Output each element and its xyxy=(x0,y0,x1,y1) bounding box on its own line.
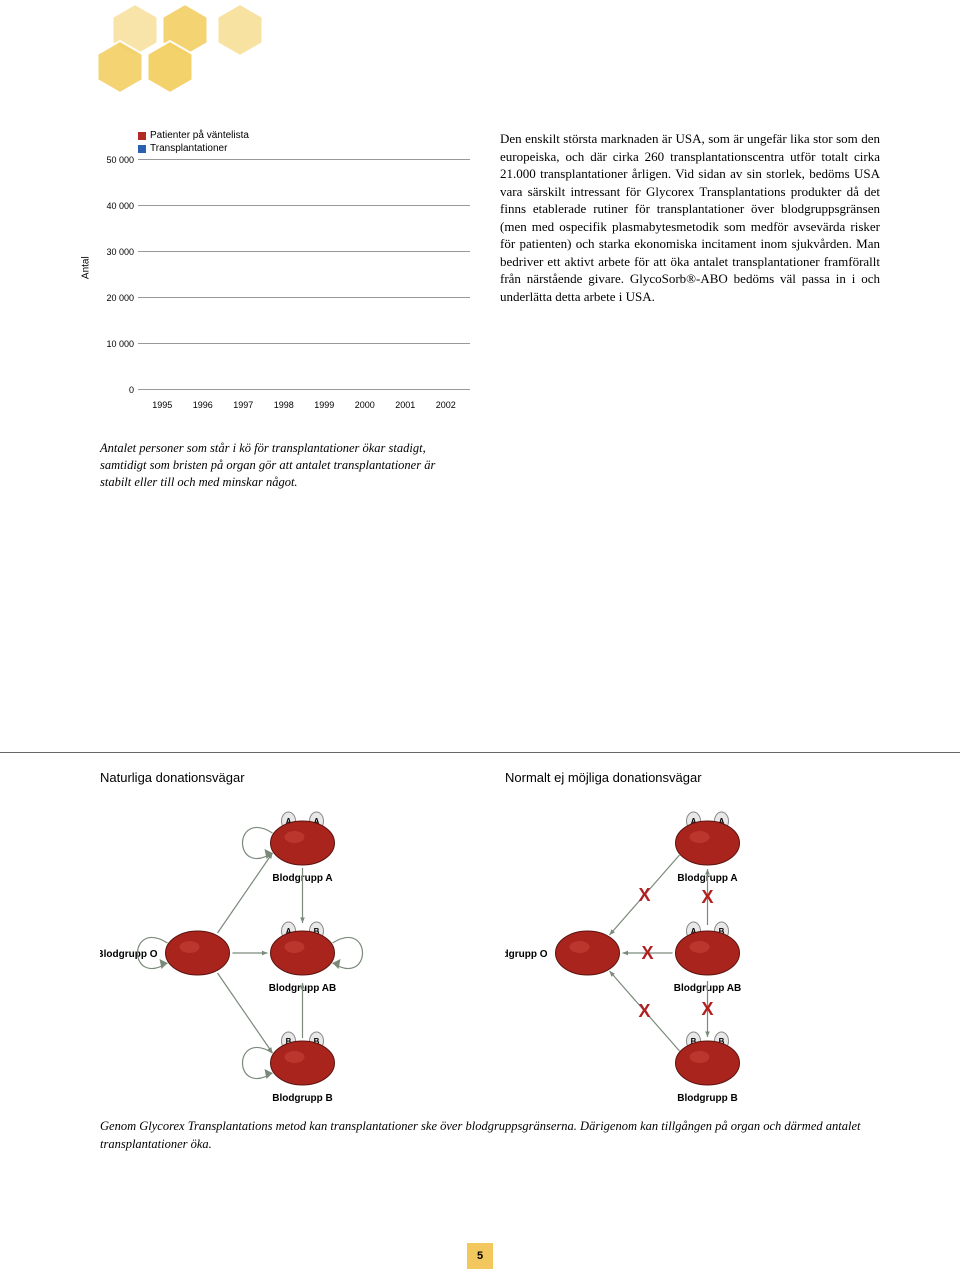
x-tick: 1998 xyxy=(266,400,302,410)
diagram-left-title: Naturliga donationsvägar xyxy=(100,770,485,785)
svg-text:X: X xyxy=(638,1001,650,1021)
x-tick: 1999 xyxy=(306,400,342,410)
svg-text:Blodgrupp O: Blodgrupp O xyxy=(505,949,548,960)
chart-column: Patienter på väntelista Transplantationer… xyxy=(100,130,470,491)
legend-swatch xyxy=(138,145,146,153)
bars-container xyxy=(138,160,470,390)
svg-text:X: X xyxy=(701,887,713,907)
diagram-natural: Naturliga donationsvägar AABlodgrupp ABl… xyxy=(100,770,485,1108)
svg-text:X: X xyxy=(638,885,650,905)
x-tick: 2001 xyxy=(387,400,423,410)
y-tick: 50 000 xyxy=(100,155,134,165)
x-tick: 1995 xyxy=(144,400,180,410)
body-text: Den enskilt största marknaden är USA, so… xyxy=(500,130,880,491)
legend-label: Transplantationer xyxy=(150,143,227,154)
bar-chart: Antal 010 00020 00030 00040 00050 000 19… xyxy=(100,160,470,410)
x-tick: 1996 xyxy=(185,400,221,410)
svg-text:Blodgrupp B: Blodgrupp B xyxy=(272,1093,333,1103)
hexagon-decoration xyxy=(90,5,280,95)
y-tick: 30 000 xyxy=(100,247,134,257)
divider xyxy=(0,752,960,753)
x-tick: 2000 xyxy=(347,400,383,410)
y-tick: 40 000 xyxy=(100,201,134,211)
svg-text:Blodgrupp O: Blodgrupp O xyxy=(100,949,158,960)
chart-legend: Patienter på väntelista Transplantationer xyxy=(138,130,249,156)
diagram-blocked: Normalt ej möjliga donationsvägar AABlod… xyxy=(505,770,890,1108)
legend-swatch xyxy=(138,132,146,140)
x-tick: 1997 xyxy=(225,400,261,410)
bottom-caption: Genom Glycorex Transplantations metod ka… xyxy=(100,1118,890,1153)
y-tick: 0 xyxy=(100,385,134,395)
page-number: 5 xyxy=(467,1243,493,1269)
y-tick: 20 000 xyxy=(100,293,134,303)
legend-item: Transplantationer xyxy=(138,143,249,154)
diagram-right-title: Normalt ej möjliga donationsvägar xyxy=(505,770,890,785)
y-tick: 10 000 xyxy=(100,339,134,349)
x-tick: 2002 xyxy=(428,400,464,410)
x-axis: 1995 1996 1997 1998 1999 2000 2001 2002 xyxy=(138,400,470,410)
legend-label: Patienter på väntelista xyxy=(150,130,249,141)
legend-item: Patienter på väntelista xyxy=(138,130,249,141)
svg-text:X: X xyxy=(701,999,713,1019)
y-axis-label: Antal xyxy=(81,256,92,279)
svg-text:X: X xyxy=(641,943,653,963)
chart-caption: Antalet personer som står i kö för trans… xyxy=(100,440,460,491)
svg-text:Blodgrupp B: Blodgrupp B xyxy=(677,1093,738,1103)
